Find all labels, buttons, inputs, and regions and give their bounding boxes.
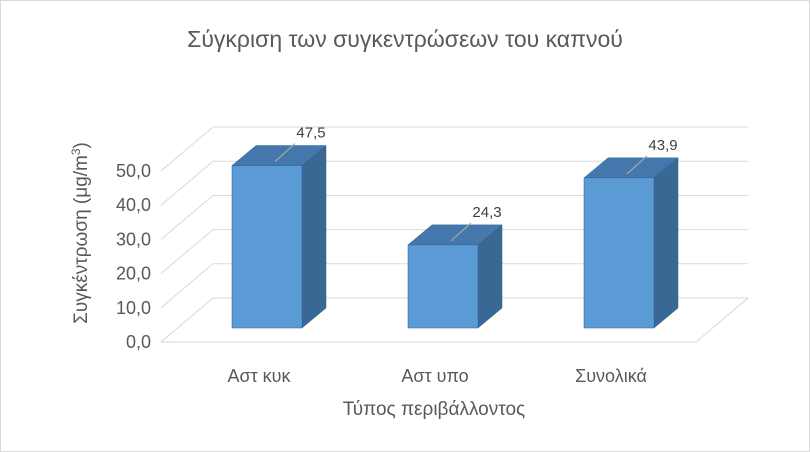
gridline-side (160, 263, 214, 309)
y-axis-title-main: Συγκέντρωση (μg/m (71, 155, 92, 324)
data-label-leader (450, 222, 472, 242)
bar: 47,5 (231, 125, 327, 329)
data-label: 24,3 (472, 204, 501, 221)
y-axis-title-close: ) (71, 142, 92, 148)
x-axis-title: Τύπος περιβάλλοντος (343, 399, 525, 420)
x-axis-ticks: Αστ κυκ Αστ υπο Συνολικά (227, 366, 646, 386)
y-tick-label: 50,0 (116, 161, 151, 181)
y-axis-ticks: 0,0 10,0 20,0 30,0 40,0 50,0 (116, 161, 151, 352)
chart-title: Σύγκριση των συγκεντρώσεων του καπνού (187, 26, 623, 52)
bar-front (231, 165, 303, 329)
x-tick-label: Αστ κυκ (227, 366, 291, 386)
gridline-side (160, 160, 214, 206)
bar: 43,9 (583, 137, 679, 329)
bars: 47,5 24,3 43,9 (231, 125, 679, 329)
y-axis-title: Συγκέντρωση (μg/m3) (69, 142, 92, 324)
bar: 24,3 (407, 204, 503, 329)
bar-front (583, 177, 655, 329)
y-tick-label: 20,0 (116, 264, 151, 284)
data-label-leader (626, 155, 648, 175)
y-tick-label: 40,0 (116, 195, 151, 215)
gridline-side (160, 126, 214, 172)
data-label: 47,5 (296, 125, 325, 142)
y-tick-label: 0,0 (126, 332, 151, 352)
data-label-leader (274, 143, 296, 162)
y-axis-title-superscript: 3 (69, 148, 83, 155)
y-tick-label: 30,0 (116, 229, 151, 249)
x-tick-label: Συνολικά (575, 366, 647, 386)
gridline-side (160, 229, 214, 274)
gridline-side (160, 195, 214, 240)
bar-front (407, 244, 479, 329)
data-label: 43,9 (648, 137, 677, 154)
bar-side (653, 157, 679, 329)
floor-edge (695, 297, 749, 343)
x-tick-label: Αστ υπο (401, 366, 468, 386)
gridline-side (160, 297, 214, 343)
y-tick-label: 10,0 (116, 298, 151, 318)
bar-side (301, 145, 327, 329)
